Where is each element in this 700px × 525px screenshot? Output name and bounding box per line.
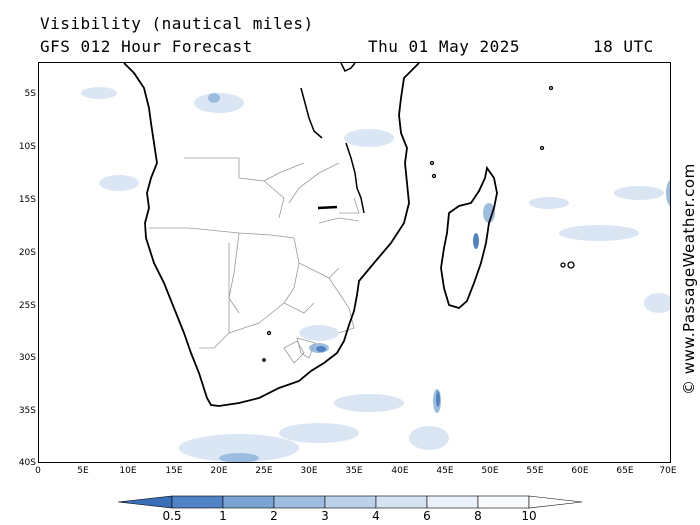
lat-label: 5S bbox=[24, 89, 36, 99]
lon-label: 50E bbox=[481, 466, 499, 476]
islands bbox=[262, 85, 575, 362]
map-plot-area bbox=[38, 62, 671, 463]
colorbar-segment bbox=[222, 495, 275, 509]
map-title: Visibility (nautical miles) bbox=[40, 14, 314, 33]
colorbar-label: 6 bbox=[423, 509, 431, 523]
lon-label: 65E bbox=[616, 466, 634, 476]
colorbar-segment bbox=[375, 495, 428, 509]
lake-malawi bbox=[345, 142, 365, 214]
colorbar bbox=[118, 495, 582, 509]
lon-label: 10E bbox=[119, 466, 137, 476]
lon-label: 5E bbox=[77, 466, 89, 476]
colorbar-label: 2 bbox=[270, 509, 278, 523]
colorbar-label: 3 bbox=[321, 509, 329, 523]
colorbar-left-arrow bbox=[118, 495, 173, 509]
lon-label: 45E bbox=[436, 466, 454, 476]
madagascar-coastline bbox=[440, 165, 498, 310]
lat-label: 30S bbox=[18, 353, 36, 363]
lon-label: 60E bbox=[571, 466, 589, 476]
visibility-shading-low bbox=[316, 233, 479, 407]
visibility-shading bbox=[81, 87, 670, 462]
model-label: GFS 012 Hour Forecast bbox=[40, 37, 253, 56]
colorbar-label: 10 bbox=[521, 509, 537, 523]
colorbar-right-arrow bbox=[528, 495, 582, 509]
lon-label: 15E bbox=[165, 466, 183, 476]
lon-label: 25E bbox=[255, 466, 273, 476]
colorbar-segment bbox=[426, 495, 479, 509]
credit-text: © www.PassageWeather.com bbox=[680, 163, 698, 395]
lat-label: 40S bbox=[18, 458, 36, 468]
visibility-shading-dense bbox=[208, 93, 670, 462]
lon-label: 30E bbox=[300, 466, 318, 476]
lat-label: 15S bbox=[18, 195, 36, 205]
colorbar-segment bbox=[324, 495, 377, 509]
lon-label: 55E bbox=[526, 466, 544, 476]
africa-coastline bbox=[123, 63, 420, 407]
lon-label: 40E bbox=[391, 466, 409, 476]
forecast-time: 18 UTC bbox=[593, 37, 654, 56]
lat-label: 35S bbox=[18, 406, 36, 416]
colorbar-segment bbox=[477, 495, 530, 509]
colorbar-label: 1 bbox=[219, 509, 227, 523]
lon-label: 0 bbox=[35, 466, 41, 476]
lon-label: 35E bbox=[345, 466, 363, 476]
colorbar-segment bbox=[171, 495, 224, 509]
lake-tanganyika bbox=[300, 87, 323, 139]
lon-label: 70E bbox=[659, 466, 677, 476]
lat-label: 20S bbox=[18, 248, 36, 258]
forecast-date: Thu 01 May 2025 bbox=[368, 37, 520, 56]
lake-kariba bbox=[317, 205, 338, 210]
colorbar-label: 8 bbox=[474, 509, 482, 523]
colorbar-segment bbox=[273, 495, 326, 509]
colorbar-label: 4 bbox=[372, 509, 380, 523]
colorbar-label: 0.5 bbox=[162, 509, 182, 523]
country-borders bbox=[149, 157, 360, 364]
lat-label: 25S bbox=[18, 301, 36, 311]
lake-victoria-fragment bbox=[340, 63, 356, 73]
lat-label: 10S bbox=[18, 142, 36, 152]
map-svg bbox=[81, 63, 670, 462]
lon-label: 20E bbox=[210, 466, 228, 476]
